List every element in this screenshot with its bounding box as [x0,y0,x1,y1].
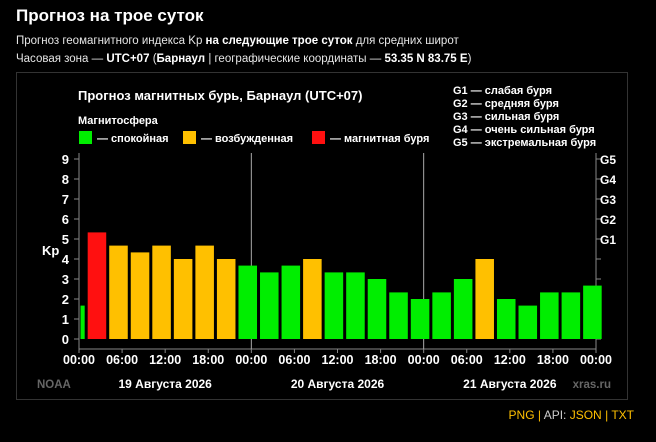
kp-bar [216,259,236,339]
kp-bar [410,299,430,339]
kp-bar [281,265,301,339]
footer-separator: | [537,408,542,422]
y-tick-label: 2 [62,292,69,307]
tz-value: UTC+07 [106,53,150,65]
api-label: API: [543,408,567,422]
y-tick-label: 7 [62,192,69,207]
footer-links: PNG | API: JSON | TXT [509,408,634,422]
kp-bar [561,292,581,339]
timezone-info: Часовая зона — UTC+07 (Барнаул | географ… [16,53,471,65]
tz-pre: Часовая зона — [16,53,104,65]
kp-bar [518,305,538,339]
source-xras: xras.ru [573,379,611,391]
x-tick-label: 06:00 [278,353,310,367]
y-tick-label: 9 [62,152,69,167]
legend-swatch [183,131,196,144]
kp-bar [80,305,85,339]
kp-bar [583,285,602,339]
page-title: Прогноз на трое суток [16,6,204,25]
tz-mid: | географические координаты — [208,53,382,65]
source-noaa: NOAA [37,379,71,391]
g-scale-label: G1 [600,233,616,247]
x-tick-label: 06:00 [106,353,138,367]
y-tick-label: 6 [62,212,69,227]
chart-frame: Прогноз магнитных бурь, Барнаул (UTC+07)… [16,72,628,400]
subtitle-pre: Прогноз геомагнитного индекса Kp [16,35,203,47]
png-link[interactable]: PNG [508,408,535,422]
json-link[interactable]: JSON [569,408,602,422]
y-tick-label: 5 [62,232,69,247]
kp-bar [475,259,494,339]
kp-bar [109,245,128,339]
subtitle-post: для средних широт [355,35,459,47]
kp-bar [432,292,451,339]
kp-bar [389,292,408,339]
kp-bar [303,259,322,339]
tz-city-open: ( [152,53,157,65]
kp-bar [260,272,279,339]
y-tick-label: 3 [62,272,69,287]
x-tick-label: 00:00 [235,353,267,367]
g-scale-label: G2 [600,213,616,227]
kp-bar [152,245,171,339]
forecast-description: Прогноз геомагнитного индекса Kp на след… [16,35,459,47]
x-tick-label: 12:00 [149,353,181,367]
kp-bar [87,232,107,339]
chart-title: Прогноз магнитных бурь, Барнаул (UTC+07) [78,88,362,103]
x-tick-label: 12:00 [322,353,354,367]
kp-bar [324,272,344,339]
x-tick-label: 18:00 [365,353,397,367]
x-tick-label: 00:00 [63,353,95,367]
kp-bar [367,279,387,339]
kp-bar [540,292,559,339]
legend-swatch [312,131,325,144]
legend-label: — возбужденная [201,133,293,145]
day-label: 19 Августа 2026 [118,377,212,391]
legend-swatch [79,131,92,144]
y-tick-label: 4 [62,252,70,267]
x-tick-label: 18:00 [192,353,224,367]
storm-scale-entry: G2 — средняя буря [453,98,559,110]
tz-close: ) [467,53,472,65]
y-tick-label: 1 [62,312,69,327]
x-tick-label: 18:00 [537,353,569,367]
kp-bar [453,279,473,339]
subtitle-bold: на следующие трое суток [205,35,353,47]
legend-title: Магнитосфера [78,115,159,127]
storm-scale-entry: G4 — очень сильная буря [453,124,595,136]
kp-bar [195,245,214,339]
legend-label: — магнитная буря [330,133,429,145]
x-tick-label: 00:00 [408,353,440,367]
kp-bar [130,252,150,339]
day-label: 20 Августа 2026 [291,377,385,391]
kp-forecast-chart: Прогноз магнитных бурь, Барнаул (UTC+07)… [37,85,616,391]
tz-coords: 53.35 N 83.75 E [384,53,468,65]
g-scale-label: G4 [600,173,616,187]
x-tick-label: 12:00 [494,353,526,367]
kp-bar [346,272,365,339]
txt-link[interactable]: TXT [611,408,634,422]
y-tick-label: 8 [62,172,69,187]
footer-separator: | [605,408,609,422]
g-scale-label: G5 [600,153,616,167]
x-tick-label: 00:00 [580,353,612,367]
day-label: 21 Августа 2026 [463,377,557,391]
kp-bar [238,265,258,339]
y-axis-label: Kp [42,243,59,258]
kp-bar [173,259,193,339]
g-scale-label: G3 [600,193,616,207]
storm-scale-entry: G1 — слабая буря [453,85,552,97]
x-tick-label: 06:00 [451,353,483,367]
kp-bar [496,299,516,339]
y-tick-label: 0 [62,332,69,347]
legend-label: — спокойная [97,133,169,145]
storm-scale-entry: G5 — экстремальная буря [453,137,596,149]
tz-city: Барнаул [156,53,206,65]
storm-scale-entry: G3 — сильная буря [453,111,559,123]
